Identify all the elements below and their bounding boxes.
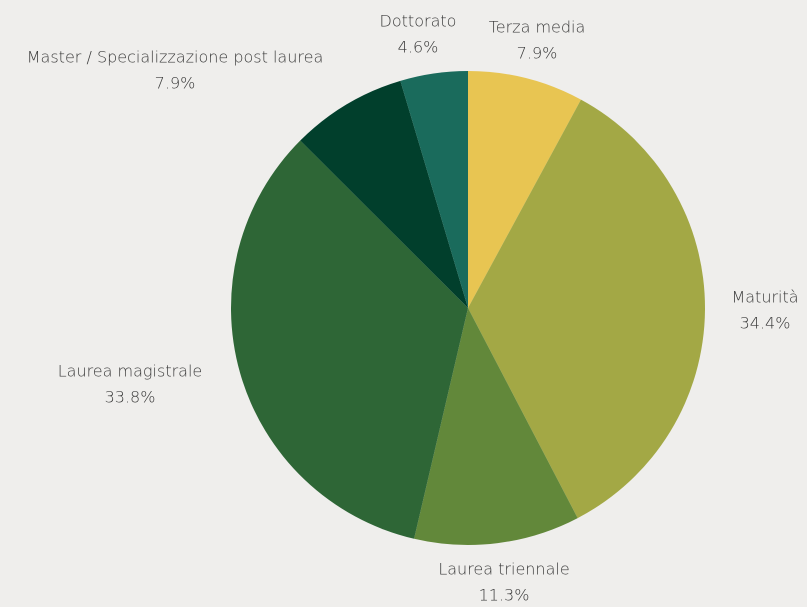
slice-label: Terza media <box>489 18 586 37</box>
pie-slice <box>300 80 468 309</box>
pie-slice <box>468 99 705 519</box>
slice-label: Laurea triennale <box>438 560 569 579</box>
slice-label: Maturità <box>731 288 798 307</box>
pie-slice <box>414 308 578 545</box>
pie-slice <box>468 71 581 308</box>
slice-label: Master / Specializzazione post laurea <box>27 48 324 67</box>
pie-slice <box>400 71 468 308</box>
slice-label: Dottorato <box>380 12 457 31</box>
slice-value-label: 33.8% <box>105 388 156 407</box>
slice-value-label: 34.4% <box>740 314 791 333</box>
slice-label: Laurea magistrale <box>58 362 203 381</box>
slice-value-label: 7.9% <box>155 74 196 93</box>
slice-value-label: 7.9% <box>517 44 558 63</box>
slice-value-label: 4.6% <box>398 38 439 57</box>
slice-value-label: 11.3% <box>479 586 530 605</box>
pie-slice <box>230 140 468 539</box>
